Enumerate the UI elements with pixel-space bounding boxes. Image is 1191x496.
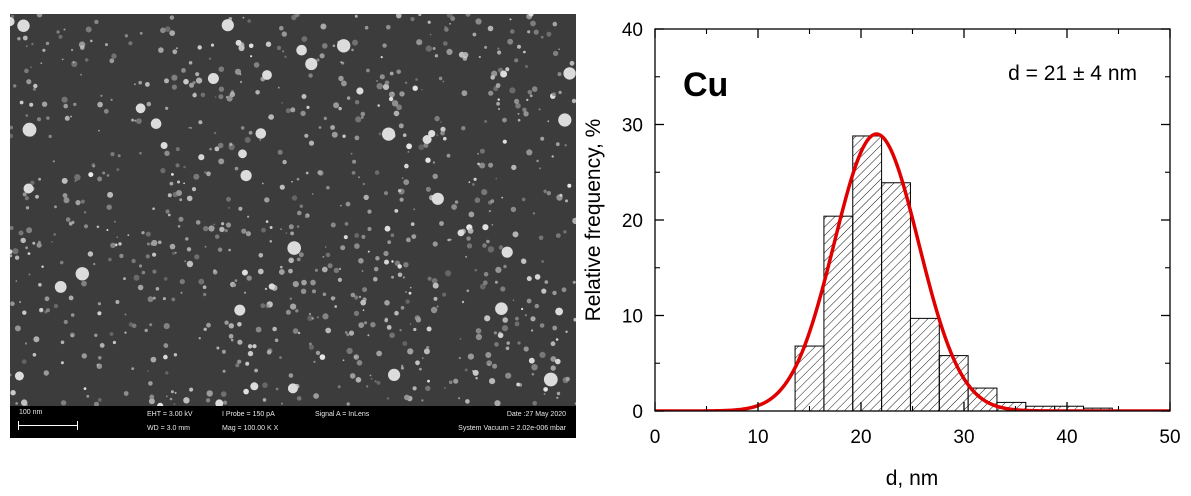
scale-bar — [18, 425, 78, 426]
vacuum-label: System Vacuum = 2.02e-006 mbar — [458, 425, 566, 432]
x-tick-label: 30 — [953, 427, 974, 448]
scale-bar-tick-right — [77, 421, 78, 430]
histogram-bar — [881, 182, 911, 412]
eht-label: EHT = 3.00 kV — [147, 411, 193, 418]
sample-label: Cu — [683, 66, 728, 104]
x-tick-label: 20 — [850, 427, 871, 448]
x-tick-label: 0 — [650, 427, 661, 448]
y-tick-label: 0 — [632, 402, 643, 423]
x-tick-label: 10 — [747, 427, 768, 448]
date-label: Date :27 May 2020 — [506, 411, 566, 418]
mean-diameter-annotation: d = 21 ± 4 nm — [1008, 62, 1137, 85]
y-axis-label: Relative frequency, % — [582, 119, 605, 322]
scale-bar-tick-left — [18, 421, 19, 430]
sem-micrograph-panel: 100 nm EHT = 3.00 kV WD = 3.0 mm I Probe… — [10, 14, 576, 438]
x-axis-label: d, nm — [886, 467, 939, 490]
size-distribution-chart: 0 10 20 30 40 50 0 10 20 30 40 Cu d = 21 ± 4 nm d,… — [582, 20, 1181, 490]
sem-micrograph-image — [10, 14, 576, 406]
y-tick-label: 20 — [622, 211, 643, 232]
x-tick-label: 40 — [1056, 427, 1077, 448]
x-tick-label: 50 — [1159, 427, 1180, 448]
histogram-bar — [909, 317, 940, 412]
histogram-bar — [823, 215, 854, 412]
sem-info-bar: 100 nm EHT = 3.00 kV WD = 3.0 mm I Probe… — [10, 406, 576, 438]
y-tick-label: 40 — [622, 20, 643, 41]
mag-label: Mag = 100.00 K X — [222, 425, 279, 432]
iprobe-label: I Probe = 150 pA — [222, 411, 275, 418]
gaussian-fit-curve — [655, 132, 1170, 411]
scale-bar-label: 100 nm — [19, 409, 43, 416]
wd-label: WD = 3.0 mm — [147, 425, 190, 432]
y-tick-label: 10 — [622, 307, 643, 328]
signal-label: Signal A = InLens — [315, 411, 370, 418]
y-tick-label: 30 — [622, 116, 643, 137]
histogram-bar — [852, 135, 883, 412]
